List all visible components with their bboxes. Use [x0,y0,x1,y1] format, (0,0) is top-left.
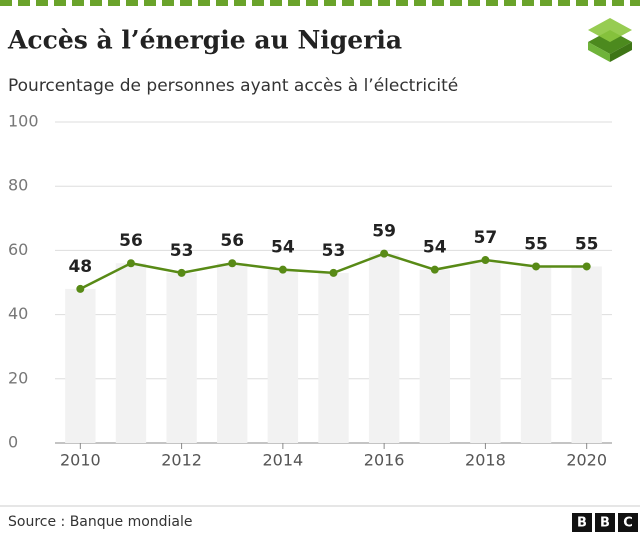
point [177,268,186,277]
background-bar [520,266,552,443]
x-tick-label: 2020 [566,451,607,470]
y-tick-label: 100 [8,112,39,131]
x-tick-label: 2016 [364,451,405,470]
point [380,249,389,258]
data-label: 56 [119,231,143,251]
data-label: 55 [524,234,548,254]
point [329,268,338,277]
y-tick-label: 0 [8,433,18,452]
y-tick-label: 20 [8,368,28,387]
data-label: 54 [271,238,295,258]
logo-letter: B [600,516,610,531]
data-label: 57 [474,228,498,248]
x-tick-label: 2014 [263,451,304,470]
y-tick-label: 40 [8,304,28,323]
data-label: 55 [575,234,599,254]
logo-box [595,513,615,532]
point [532,262,541,271]
x-tick-label: 2010 [60,451,101,470]
point [278,265,287,274]
x-tick-label: 2018 [465,451,506,470]
background-bar [217,263,248,443]
background-bar [65,288,96,443]
background-bar [318,272,349,443]
point [430,265,439,274]
y-tick-label: 60 [8,240,28,259]
background-bar [368,253,400,443]
chart-title: Accès à l’énergie au Nigeria [7,26,402,55]
logo-icon [588,18,632,62]
y-tick-label: 80 [8,176,28,195]
logo-letter: C [623,516,633,531]
background-bar [470,260,501,443]
point [126,259,135,268]
logo-box [572,513,592,532]
point [228,259,237,268]
logo-box [618,513,638,532]
data-label: 59 [372,222,396,242]
x-tick-label: 2012 [161,451,202,470]
point [481,256,490,265]
point [582,262,591,271]
background-bar [267,269,299,443]
background-bar [166,272,197,443]
data-label: 53 [170,241,194,261]
data-label: 56 [220,231,244,251]
point [76,284,85,293]
background-bar [115,263,147,443]
source: Source : Banque mondiale [8,514,193,530]
logo-letter: B [577,516,587,531]
chart-subtitle: Pourcentage de personnes ayant accès à l… [8,76,458,96]
background-bar [419,269,450,443]
data-label: 48 [68,257,92,277]
data-label: 53 [322,241,346,261]
background-bar [571,266,602,443]
data-label: 54 [423,238,447,258]
